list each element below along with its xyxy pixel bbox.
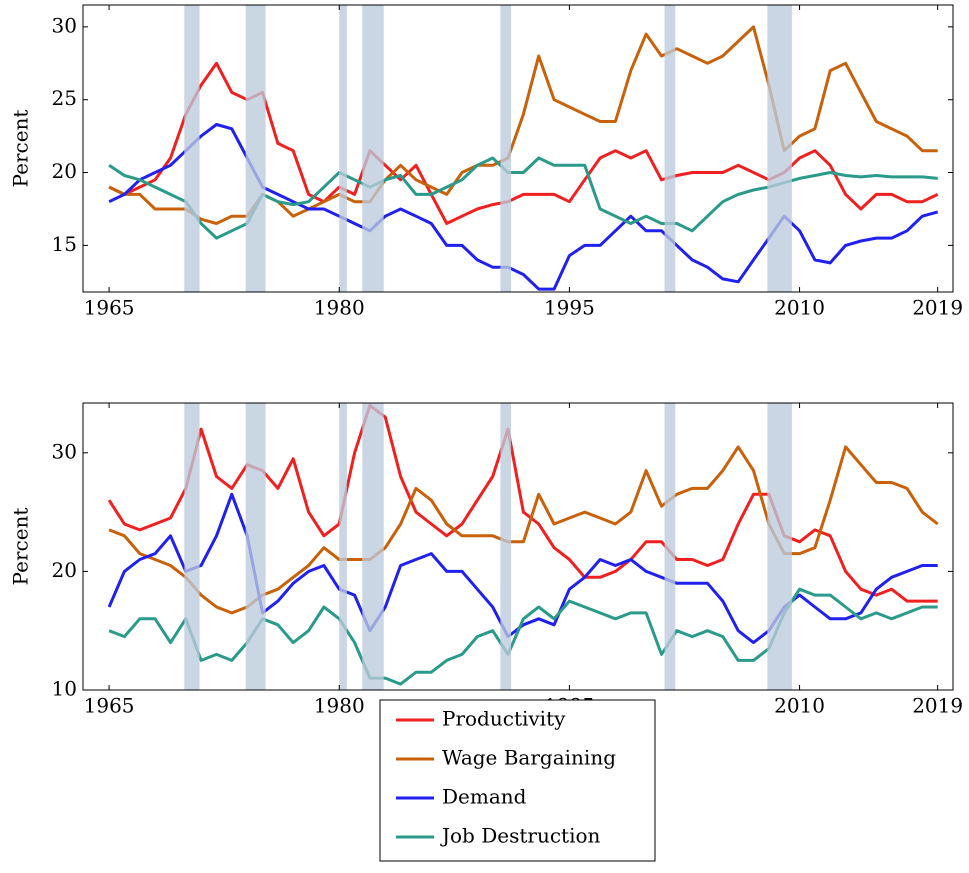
recession-band xyxy=(664,403,676,690)
plot-frame xyxy=(82,402,954,691)
x-tick-label: 1980 xyxy=(314,296,365,320)
recession-band xyxy=(500,403,512,690)
y-tick-label: 25 xyxy=(52,86,77,110)
series-line xyxy=(108,61,939,225)
recession-band xyxy=(245,5,266,292)
y-axis-label: Percent xyxy=(9,110,33,188)
recession-band xyxy=(767,5,792,292)
recession-band xyxy=(362,403,384,690)
legend-label: Job Destruction xyxy=(440,824,601,848)
x-tick-label: 1965 xyxy=(84,694,135,718)
panel: 19651980199520102019102030Percent xyxy=(9,402,963,718)
x-tick-label: 1980 xyxy=(314,694,365,718)
plot-area xyxy=(108,5,939,292)
legend-label: Productivity xyxy=(442,707,566,731)
recession-band xyxy=(362,5,384,292)
recession-band xyxy=(500,5,512,292)
plot-area xyxy=(107,403,939,690)
x-tick-label: 2019 xyxy=(912,296,963,320)
recession-band xyxy=(339,403,347,690)
y-tick-label: 30 xyxy=(52,13,77,37)
y-tick-label: 20 xyxy=(52,558,77,582)
legend-label: Demand xyxy=(442,785,527,809)
y-tick-label: 10 xyxy=(52,677,77,701)
legend-label: Wage Bargaining xyxy=(442,746,616,770)
recession-band xyxy=(184,403,200,690)
legend: Productivity Wage Bargaining Demand Job Des… xyxy=(379,699,656,862)
y-axis-label: Percent xyxy=(9,508,33,586)
legend-box xyxy=(379,699,656,862)
x-tick-label: 1995 xyxy=(544,296,595,320)
y-tick-label: 30 xyxy=(52,439,77,463)
recession-band xyxy=(339,5,347,292)
recession-band xyxy=(664,5,676,292)
x-tick-label: 2010 xyxy=(774,296,825,320)
y-tick-label: 15 xyxy=(52,232,77,256)
x-tick-label: 1965 xyxy=(84,296,135,320)
series-line xyxy=(108,156,938,240)
x-tick-label: 2019 xyxy=(912,694,963,718)
series-line xyxy=(108,123,939,291)
recession-band xyxy=(245,403,266,690)
series-line xyxy=(107,403,938,603)
panel: 1965 1980 1995 2010 2019 15 20 25 30 Percent xyxy=(9,4,963,320)
recession-band xyxy=(184,5,200,292)
plot-frame xyxy=(82,4,954,293)
y-tick-label: 20 xyxy=(52,159,77,183)
recession-band xyxy=(767,403,792,690)
x-tick-label: 2010 xyxy=(774,694,825,718)
series-line xyxy=(108,587,938,686)
